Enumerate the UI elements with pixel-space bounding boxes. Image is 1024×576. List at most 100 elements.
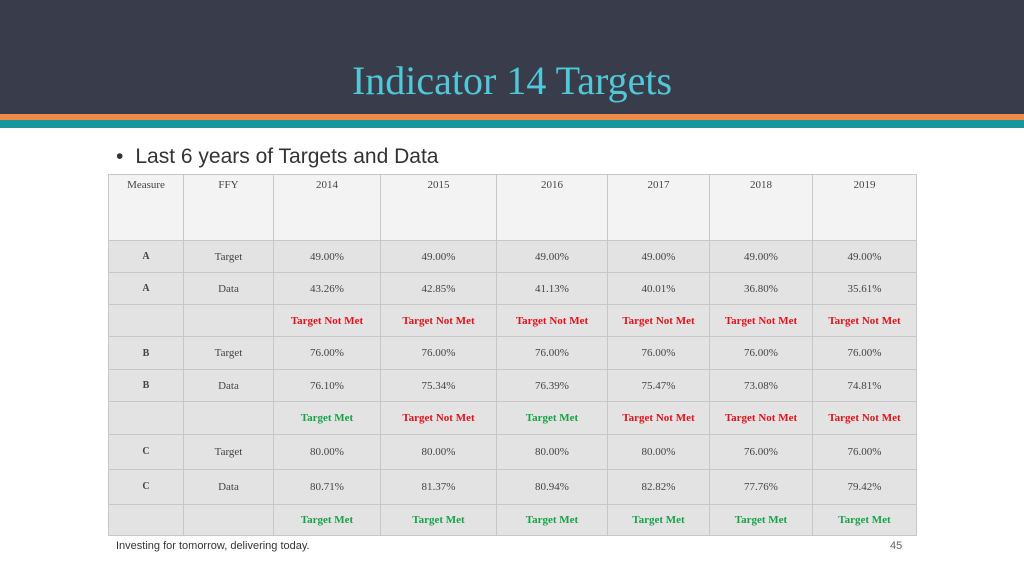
status-row: Target Met Target Met Target Met Target Met…: [108, 503, 917, 537]
value-cell: 77.76%: [709, 468, 813, 505]
status-target-not-met: Target Not Met: [812, 304, 917, 338]
status-target-not-met: Target Not Met: [709, 401, 813, 435]
value-cell: 49.00%: [709, 239, 813, 274]
value-cell: 76.00%: [709, 336, 813, 371]
status-target-not-met: Target Not Met: [380, 401, 497, 435]
measure-cell: [108, 304, 184, 338]
header-ffy: FFY: [183, 174, 274, 241]
value-cell: 76.00%: [607, 336, 710, 371]
header-year: 2017: [607, 174, 710, 241]
measure-cell: A: [108, 239, 184, 274]
bullet-icon: •: [116, 145, 124, 168]
value-cell: 76.00%: [812, 433, 917, 470]
targets-table: Measure FFY 2014 2015 2016 2017 2018 201…: [108, 174, 917, 537]
status-target-not-met: Target Not Met: [380, 304, 497, 338]
ffy-cell: Target: [183, 336, 274, 371]
status-target-met: Target Met: [496, 401, 608, 435]
value-cell: 80.00%: [273, 433, 381, 470]
measure-cell: B: [108, 369, 184, 403]
value-cell: 76.10%: [273, 369, 381, 403]
measure-cell: [108, 401, 184, 435]
value-cell: 41.13%: [496, 272, 608, 306]
slide-title: Indicator 14 Targets: [351, 58, 673, 103]
status-target-not-met: Target Not Met: [812, 401, 917, 435]
value-cell: 79.42%: [812, 468, 917, 505]
status-target-not-met: Target Not Met: [273, 304, 381, 338]
bullet-item: • Last 6 years of Targets and Data: [116, 144, 439, 170]
ffy-cell: [183, 401, 274, 435]
value-cell: 76.00%: [273, 336, 381, 371]
value-cell: 80.71%: [273, 468, 381, 505]
value-cell: 49.00%: [607, 239, 710, 274]
value-cell: 49.00%: [273, 239, 381, 274]
value-cell: 74.81%: [812, 369, 917, 403]
measure-cell: [108, 503, 184, 537]
table-row: B Target 76.00% 76.00% 76.00% 76.00% 76.00% 76.…: [108, 336, 917, 371]
header-measure: Measure: [108, 174, 184, 241]
table-row: A Target 49.00% 49.00% 49.00% 49.00% 49.00% 49.…: [108, 239, 917, 274]
value-cell: 43.26%: [273, 272, 381, 306]
value-cell: 82.82%: [607, 468, 710, 505]
measure-cell: C: [108, 433, 184, 470]
status-target-met: Target Met: [812, 503, 917, 537]
bullet-text: Last 6 years of Targets and Data: [135, 145, 439, 168]
value-cell: 73.08%: [709, 369, 813, 403]
page-number: 45: [890, 540, 903, 552]
value-cell: 49.00%: [496, 239, 608, 274]
status-target-met: Target Met: [273, 503, 381, 537]
status-target-not-met: Target Not Met: [607, 304, 710, 338]
header-year: 2016: [496, 174, 608, 241]
ffy-cell: Data: [183, 272, 274, 306]
measure-cell: A: [108, 272, 184, 306]
status-row: Target Met Target Not Met Target Met Target…: [108, 401, 917, 435]
status-target-met: Target Met: [380, 503, 497, 537]
value-cell: 80.00%: [607, 433, 710, 470]
accent-stripe-orange: [0, 114, 1024, 120]
value-cell: 76.00%: [496, 336, 608, 371]
ffy-cell: Data: [183, 468, 274, 505]
header-year: 2019: [812, 174, 917, 241]
slide-header: [0, 0, 1024, 114]
table-row: C Target 80.00% 80.00% 80.00% 80.00% 76.00% 76.…: [108, 433, 917, 470]
status-target-met: Target Met: [709, 503, 813, 537]
ffy-cell: [183, 503, 274, 537]
value-cell: 76.39%: [496, 369, 608, 403]
value-cell: 42.85%: [380, 272, 497, 306]
table-row: B Data 76.10% 75.34% 76.39% 75.47% 73.08% 74.81…: [108, 369, 917, 403]
value-cell: 49.00%: [380, 239, 497, 274]
table-header-row: Measure FFY 2014 2015 2016 2017 2018 201…: [108, 174, 917, 241]
status-target-met: Target Met: [496, 503, 608, 537]
ffy-cell: Target: [183, 239, 274, 274]
value-cell: 81.37%: [380, 468, 497, 505]
value-cell: 76.00%: [380, 336, 497, 371]
ffy-cell: Target: [183, 433, 274, 470]
value-cell: 49.00%: [812, 239, 917, 274]
measure-cell: C: [108, 468, 184, 505]
value-cell: 80.00%: [496, 433, 608, 470]
ffy-cell: Data: [183, 369, 274, 403]
status-target-met: Target Met: [607, 503, 710, 537]
footer-tagline: Investing for tomorrow, delivering today…: [116, 540, 310, 552]
status-target-not-met: Target Not Met: [709, 304, 813, 338]
status-target-met: Target Met: [273, 401, 381, 435]
measure-cell: B: [108, 336, 184, 371]
table-body: A Target 49.00% 49.00% 49.00% 49.00% 49.00% 49.…: [108, 239, 917, 537]
value-cell: 40.01%: [607, 272, 710, 306]
value-cell: 75.34%: [380, 369, 497, 403]
value-cell: 76.00%: [709, 433, 813, 470]
ffy-cell: [183, 304, 274, 338]
status-row: Target Not Met Target Not Met Target Not M…: [108, 304, 917, 338]
value-cell: 76.00%: [812, 336, 917, 371]
table-row: C Data 80.71% 81.37% 80.94% 82.82% 77.76% 79.42…: [108, 468, 917, 505]
value-cell: 36.80%: [709, 272, 813, 306]
value-cell: 80.94%: [496, 468, 608, 505]
accent-stripe-teal: [0, 120, 1024, 128]
value-cell: 35.61%: [812, 272, 917, 306]
header-year: 2018: [709, 174, 813, 241]
status-target-not-met: Target Not Met: [607, 401, 710, 435]
header-year: 2014: [273, 174, 381, 241]
value-cell: 75.47%: [607, 369, 710, 403]
table-row: A Data 43.26% 42.85% 41.13% 40.01% 36.80% 35.61…: [108, 272, 917, 306]
status-target-not-met: Target Not Met: [496, 304, 608, 338]
header-year: 2015: [380, 174, 497, 241]
